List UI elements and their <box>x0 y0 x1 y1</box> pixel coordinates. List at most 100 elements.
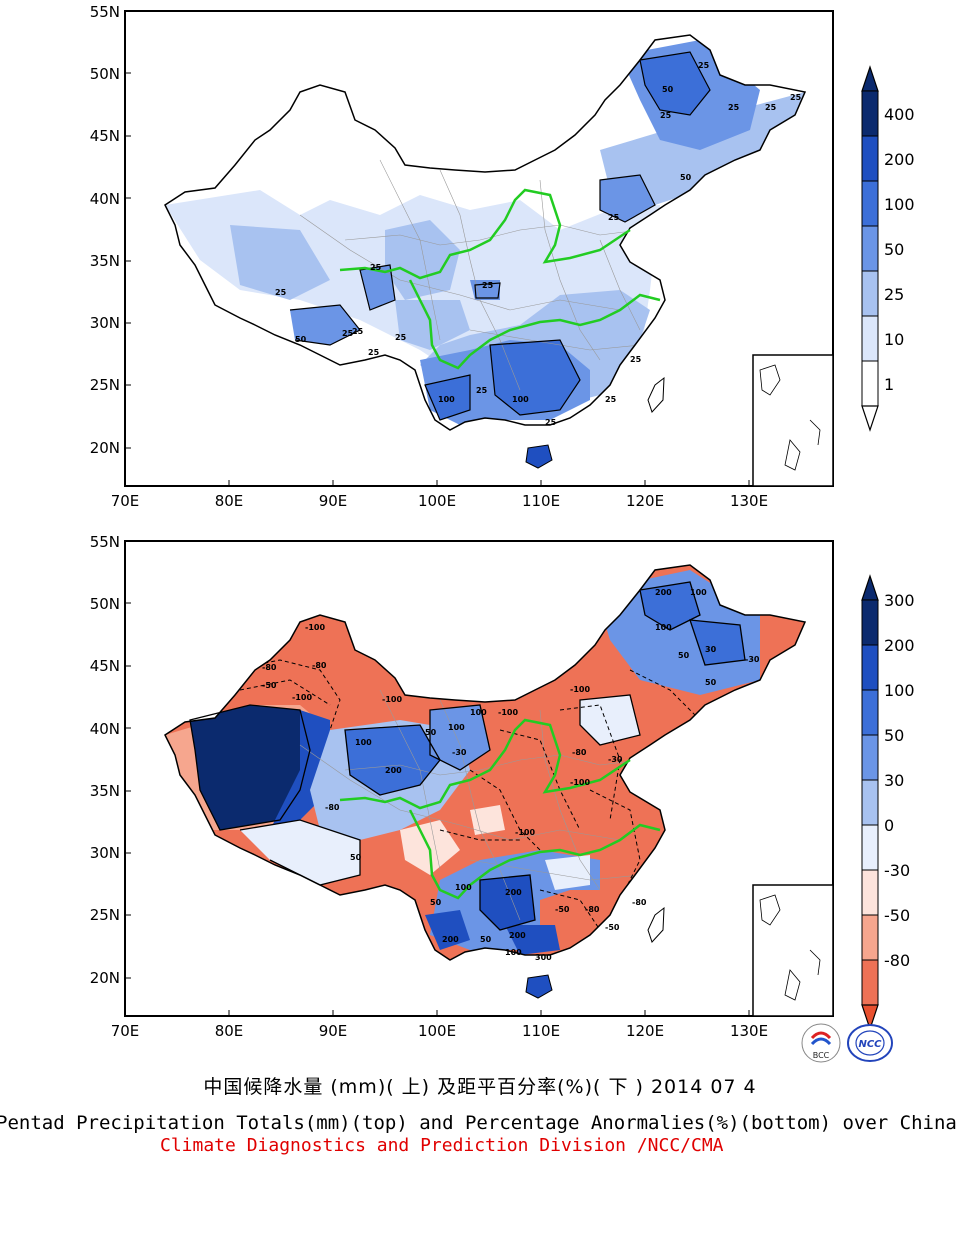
contour-label: -100 <box>498 708 518 717</box>
contour-label: -30 <box>745 655 760 664</box>
contour-label: 25 <box>545 418 557 427</box>
latitude-axis: 55N 50N 45N 40N 35N 30N 25N 20N <box>90 3 120 457</box>
contour-label: 25 <box>605 395 617 404</box>
colorbar-labels: 400 200 100 50 25 10 1 <box>884 105 915 394</box>
major-rivers <box>339 718 661 900</box>
colorbar-label: 50 <box>884 726 904 745</box>
contour-label: -80 <box>262 663 277 672</box>
lat-tick-label: 35N <box>90 252 120 270</box>
lat-tick-label: 35N <box>90 782 120 800</box>
contour-label: 25 <box>342 329 354 338</box>
contour-label: 50 <box>705 678 717 687</box>
anomaly-colorbar <box>861 574 879 1031</box>
lat-tick-label: 25N <box>90 906 120 924</box>
contour-label: 100 <box>655 623 672 632</box>
contour-label: 25 <box>370 263 382 272</box>
colorbar-label: 400 <box>884 105 915 124</box>
contour-label: 25 <box>352 327 364 336</box>
lon-tick-label: 70E <box>111 1022 140 1040</box>
lon-tick-label: 120E <box>626 492 664 510</box>
contour-value-labels: -100 -80 -80 -50 -100 -100 100 50 100 20… <box>262 588 760 962</box>
bcc-logo: BCC <box>800 1022 842 1064</box>
lon-tick-label: 70E <box>111 492 140 510</box>
contour-label: 25 <box>482 281 494 290</box>
contour-label: 25 <box>660 111 672 120</box>
taiwan-island <box>647 906 665 943</box>
contour-label: -100 <box>292 693 312 702</box>
contour-label: 100 <box>455 883 472 892</box>
contour-label: 200 <box>509 931 526 940</box>
contour-value-labels: 25 50 25 25 25 50 25 25 50 25 25 25 25 2… <box>275 61 802 427</box>
colorbar-label: -30 <box>884 861 910 880</box>
lat-tick-label: 30N <box>90 314 120 332</box>
contour-label: -100 <box>570 685 590 694</box>
hainan-island <box>525 974 553 999</box>
contour-label: -100 <box>382 695 402 704</box>
contour-label: 25 <box>790 93 802 102</box>
latitude-axis: 55N 50N 45N 40N 35N 30N 25N 20N <box>90 533 120 987</box>
lat-tick-label: 20N <box>90 439 120 457</box>
contour-label: -80 <box>572 748 587 757</box>
lat-tick-label: 45N <box>90 657 120 675</box>
negative-contours <box>229 659 701 931</box>
contour-label: 100 <box>448 723 465 732</box>
lon-tick-label: 80E <box>215 1022 244 1040</box>
credit-caption: Climate Diagnostics and Prediction Divis… <box>160 1135 724 1156</box>
contour-label: -50 <box>555 905 570 914</box>
contour-label: 25 <box>368 348 380 357</box>
lon-tick-label: 100E <box>418 492 456 510</box>
contour-label: 100 <box>470 708 487 717</box>
colorbar-label: 100 <box>884 681 915 700</box>
contour-label: 25 <box>395 333 407 342</box>
contour-label: -100 <box>515 828 535 837</box>
contour-label: 25 <box>698 61 710 70</box>
lat-tick-label: 50N <box>90 595 120 613</box>
lat-tick-label: 50N <box>90 65 120 83</box>
contour-label: 100 <box>355 738 372 747</box>
contour-label: 50 <box>430 898 442 907</box>
contour-label: 100 <box>505 948 522 957</box>
lat-tick-label: 30N <box>90 844 120 862</box>
ncc-logo: NCC <box>846 1022 894 1064</box>
contour-label: 50 <box>480 935 492 944</box>
lon-tick-label: 110E <box>522 492 560 510</box>
lat-tick-label: 25N <box>90 376 120 394</box>
contour-label: -80 <box>632 898 647 907</box>
contour-label: 200 <box>442 935 459 944</box>
contour-label: -100 <box>570 778 590 787</box>
contour-label: -50 <box>262 681 277 690</box>
lon-tick-label: 80E <box>215 492 244 510</box>
contour-label: 25 <box>476 386 488 395</box>
contour-label: 200 <box>385 766 402 775</box>
taiwan-island <box>647 376 665 413</box>
bcc-logo-text: BCC <box>813 1051 830 1060</box>
lon-tick-label: 130E <box>730 492 768 510</box>
colorbar-labels: 300 200 100 50 30 0 -30 -50 -80 <box>884 591 915 970</box>
contour-label: -100 <box>305 623 325 632</box>
colorbar-label: -80 <box>884 951 910 970</box>
lat-tick-label: 45N <box>90 127 120 145</box>
contour-label: 50 <box>425 728 437 737</box>
lon-tick-label: 90E <box>319 492 348 510</box>
contour-label: -30 <box>452 748 467 757</box>
colorbar-label: 25 <box>884 285 904 304</box>
contour-label: -80 <box>585 905 600 914</box>
contour-label: 25 <box>765 103 777 112</box>
contour-label: -80 <box>312 661 327 670</box>
contour-label: 30 <box>705 645 717 654</box>
lat-tick-label: 40N <box>90 720 120 738</box>
colorbar-label: 100 <box>884 195 915 214</box>
lat-tick-label: 40N <box>90 190 120 208</box>
contour-label: 100 <box>512 395 529 404</box>
lon-tick-label: 120E <box>626 1022 664 1040</box>
colorbar-label: 0 <box>884 816 894 835</box>
contour-label: 100 <box>438 395 455 404</box>
contour-label: -30 <box>608 755 623 764</box>
contour-label: 50 <box>662 85 674 94</box>
lon-tick-label: 100E <box>418 1022 456 1040</box>
precip-colorbar <box>861 65 879 432</box>
south-china-sea-inset <box>752 884 834 1017</box>
contour-label: 50 <box>680 173 692 182</box>
contour-label: 50 <box>678 651 690 660</box>
lat-ticks <box>125 72 750 486</box>
